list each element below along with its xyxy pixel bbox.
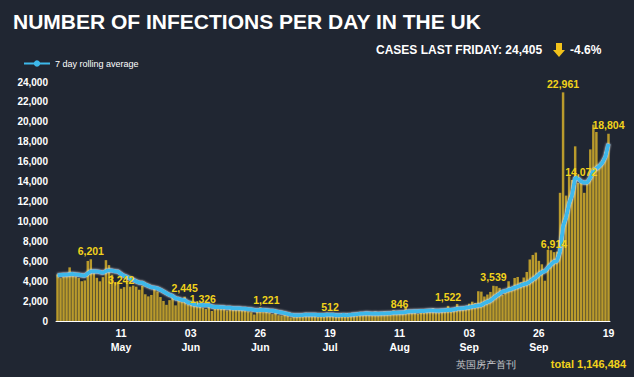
svg-text:6,000: 6,000: [23, 256, 48, 267]
svg-text:18,000: 18,000: [17, 136, 48, 147]
svg-text:NUMBER OF INFECTIONS PER DAY I: NUMBER OF INFECTIONS PER DAY IN THE UK: [13, 10, 481, 33]
svg-text:03: 03: [463, 327, 475, 339]
svg-text:19: 19: [603, 327, 615, 339]
svg-text:14,072: 14,072: [565, 166, 597, 178]
svg-text:18,804: 18,804: [592, 119, 624, 131]
svg-text:512: 512: [321, 301, 339, 313]
svg-text:12,000: 12,000: [17, 196, 48, 207]
svg-text:3,539: 3,539: [480, 271, 506, 283]
svg-text:3,242: 3,242: [108, 274, 134, 286]
svg-text:1,326: 1,326: [190, 293, 216, 305]
svg-text:14,000: 14,000: [17, 176, 48, 187]
svg-text:0: 0: [42, 316, 48, 327]
svg-text:8,000: 8,000: [23, 236, 48, 247]
svg-text:26: 26: [255, 327, 267, 339]
svg-text:11: 11: [394, 327, 405, 339]
svg-text:6,914: 6,914: [541, 238, 567, 250]
svg-text:22,961: 22,961: [547, 78, 579, 90]
svg-text:Jun: Jun: [181, 341, 200, 353]
svg-text:Sep: Sep: [460, 341, 479, 353]
svg-text:7 day rolling average: 7 day rolling average: [55, 59, 139, 69]
svg-text:total 1,146,484: total 1,146,484: [551, 358, 627, 370]
svg-text:2,445: 2,445: [171, 282, 198, 295]
svg-text:1,221: 1,221: [253, 294, 279, 306]
svg-text:24,000: 24,000: [17, 77, 48, 88]
svg-text:03: 03: [185, 327, 197, 339]
svg-text:20,000: 20,000: [17, 116, 48, 127]
svg-text:-4.6%: -4.6%: [570, 43, 602, 57]
svg-text:10,000: 10,000: [17, 216, 48, 227]
svg-text:26: 26: [533, 327, 545, 339]
svg-text:CASES LAST FRIDAY: 24,405: CASES LAST FRIDAY: 24,405: [376, 43, 542, 57]
svg-text:11: 11: [116, 327, 127, 339]
svg-text:6,201: 6,201: [78, 245, 104, 257]
svg-text:Sep: Sep: [529, 341, 548, 353]
svg-text:4,000: 4,000: [23, 276, 48, 287]
svg-text:846: 846: [391, 298, 409, 310]
svg-text:Aug: Aug: [389, 341, 409, 353]
svg-text:16,000: 16,000: [17, 156, 48, 167]
svg-text:19: 19: [324, 327, 336, 339]
svg-text:Jun: Jun: [251, 341, 270, 353]
svg-text:英国房产首刊: 英国房产首刊: [456, 359, 516, 370]
svg-text:2,000: 2,000: [23, 296, 48, 307]
svg-text:1,522: 1,522: [435, 291, 461, 303]
svg-text:May: May: [111, 341, 132, 353]
svg-text:Jul: Jul: [322, 341, 337, 353]
svg-text:22,000: 22,000: [17, 96, 48, 107]
